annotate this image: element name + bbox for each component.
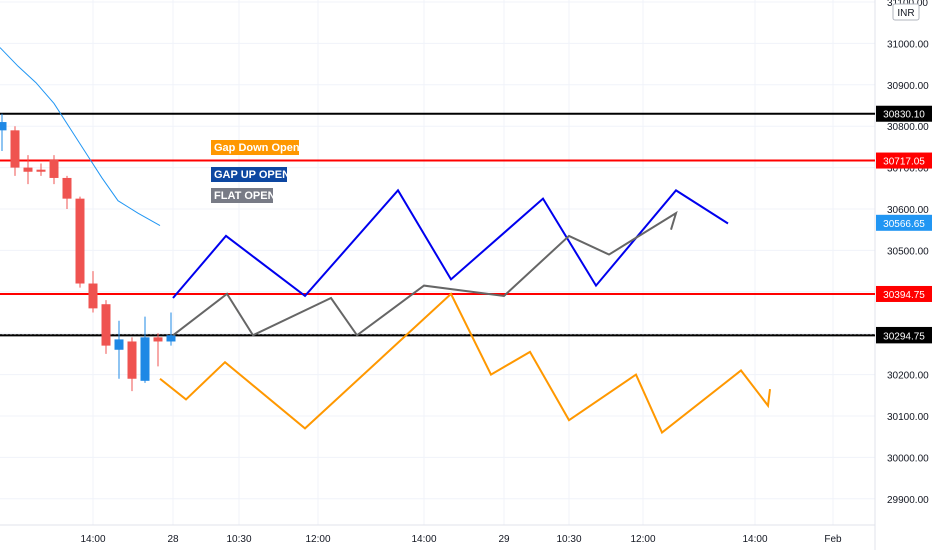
candle-body: [166, 335, 176, 342]
y-tick-label: 31000.00: [887, 39, 929, 50]
candle-body: [153, 337, 163, 342]
y-tick-label: 30000.00: [887, 453, 929, 464]
moving-average-line: [0, 47, 161, 226]
scenario-path[interactable]: [172, 188, 729, 299]
price-tag-label: 30294.75: [883, 331, 925, 342]
candle-body: [75, 198, 85, 284]
y-tick-label: 30600.00: [887, 205, 929, 216]
legend-label: Gap Down Open: [214, 142, 300, 154]
price-tag-label: 30717.05: [883, 157, 925, 168]
candle-body: [23, 167, 33, 172]
x-tick-label: 10:30: [226, 534, 251, 545]
legend: Gap Down Open GAP UP OPEN FLAT OPEN: [211, 140, 300, 203]
x-tick-label: 12:00: [630, 534, 655, 545]
y-tick-label: 30900.00: [887, 81, 929, 92]
x-tick-label: 14:00: [742, 534, 767, 545]
y-tick-label: 30500.00: [887, 246, 929, 257]
price-tag-label: 30830.10: [883, 110, 925, 121]
candle-body: [88, 283, 98, 309]
x-tick-label: 14:00: [80, 534, 105, 545]
candle-body: [36, 169, 46, 172]
currency-badge[interactable]: INR: [892, 3, 920, 21]
scenario-drawings: [159, 188, 771, 435]
x-tick-label: 12:00: [305, 534, 330, 545]
horizontal-levels: [0, 112, 875, 337]
candles: [0, 113, 176, 392]
grid-lines: [0, 0, 875, 525]
y-tick-label: 30100.00: [887, 412, 929, 423]
price-tag-label: 30394.75: [883, 290, 925, 301]
time-axis[interactable]: 14:00 28 10:30 12:00 14:00 29 10:30 12:00 14:00 F…: [80, 534, 842, 545]
x-tick-label: Feb: [824, 534, 842, 545]
y-tick-label: 30800.00: [887, 122, 929, 133]
legend-swatch: [211, 188, 273, 203]
legend-label: FLAT OPEN: [214, 190, 276, 202]
price-tag: [876, 327, 932, 344]
last-price-label: 30566.65: [883, 219, 925, 230]
legend-swatch: [211, 167, 287, 182]
last-price-tag: [876, 214, 932, 231]
scenario-path[interactable]: [172, 210, 678, 337]
candle-body: [10, 130, 20, 168]
price-tag: [876, 285, 932, 302]
y-tick-label: 29900.00: [887, 495, 929, 506]
price-axis[interactable]: 31100.0031000.0030900.0030800.0030700.00…: [887, 0, 929, 506]
y-tick-label: 30700.00: [887, 164, 929, 175]
currency-badge-label: INR: [897, 8, 914, 19]
candle-body: [127, 341, 137, 379]
candle-body: [114, 339, 124, 350]
x-tick-label: 14:00: [411, 534, 436, 545]
price-tag: [876, 152, 932, 169]
y-tick-label: 30200.00: [887, 371, 929, 382]
legend-label: GAP UP OPEN: [214, 169, 290, 181]
legend-swatch: [211, 140, 299, 155]
scenario-path[interactable]: [159, 292, 771, 435]
price-tags: 30830.1030717.0530394.7530295.7530294.75…: [876, 105, 932, 344]
candle-body: [140, 337, 150, 381]
price-tag: [876, 105, 932, 122]
x-tick-label: 29: [498, 534, 510, 545]
candle-body: [62, 177, 72, 199]
x-tick-label: 28: [167, 534, 179, 545]
x-tick-label: 10:30: [556, 534, 581, 545]
candle-body: [49, 159, 59, 178]
candle-body: [101, 304, 111, 346]
candle-body: [0, 122, 7, 131]
